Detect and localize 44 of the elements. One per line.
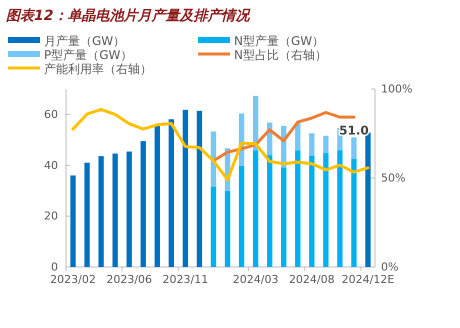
bar xyxy=(295,123,300,150)
bar xyxy=(126,152,132,267)
bar xyxy=(309,133,314,156)
x-tick-label: 2024/12E xyxy=(342,273,394,286)
legend-label: 产能利用率（右轴） xyxy=(44,62,152,76)
bar xyxy=(323,153,329,267)
bar xyxy=(210,186,216,267)
legend-label: N型产量（GW） xyxy=(234,34,324,48)
y-tick-label: 20 xyxy=(44,210,58,223)
x-tick-label: 2023/06 xyxy=(106,273,152,286)
bar xyxy=(182,110,188,267)
legend-label: N型占比（右轴） xyxy=(234,48,327,62)
x-tick-label: 2024/08 xyxy=(288,273,335,286)
bar xyxy=(295,150,300,267)
bar xyxy=(84,162,90,267)
y-tick-label: 60 xyxy=(44,108,58,121)
x-tick-label: 2023/02 xyxy=(50,273,96,286)
chart-title: 图表12：单晶电池片月产量及排产情况 xyxy=(6,7,252,24)
bar xyxy=(309,156,314,267)
y2-tick-label: 0% xyxy=(381,260,398,274)
y-tick-label: 0 xyxy=(51,260,58,274)
y2-tick-label: 50% xyxy=(381,172,406,184)
bar xyxy=(238,166,244,267)
bar xyxy=(266,155,272,267)
bar xyxy=(252,150,258,267)
legend-label: 月产量（GW） xyxy=(44,34,126,48)
bar xyxy=(337,150,343,267)
y-tick-label: 40 xyxy=(44,158,58,172)
bar xyxy=(112,154,118,267)
bar xyxy=(351,137,357,159)
legend-label: P型产量（GW） xyxy=(44,48,132,62)
x-tick-label: 2024/03 xyxy=(232,273,278,286)
bar xyxy=(323,136,329,154)
bar xyxy=(351,158,357,267)
y2-tick-label: 100% xyxy=(381,82,412,96)
bar xyxy=(70,175,76,267)
bar xyxy=(98,156,104,267)
bar xyxy=(281,168,286,267)
bar xyxy=(196,110,202,267)
x-tick-label: 2023/11 xyxy=(162,273,208,286)
bar xyxy=(224,190,230,267)
bar xyxy=(154,126,160,267)
bar xyxy=(168,119,174,267)
bar xyxy=(140,141,146,267)
